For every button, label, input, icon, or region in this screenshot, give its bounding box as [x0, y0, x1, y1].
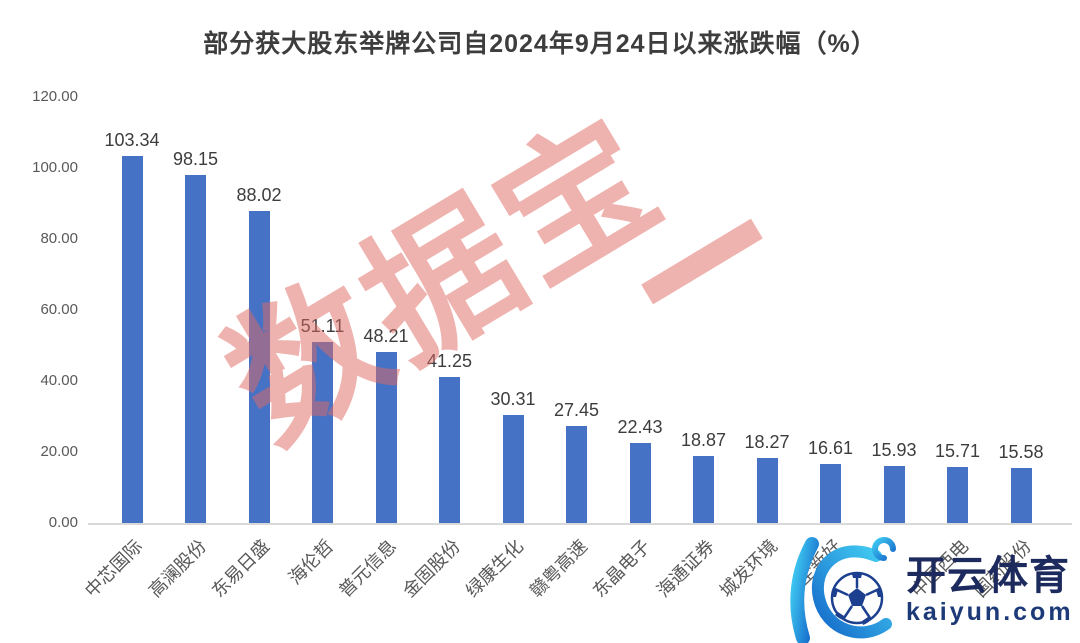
bar-value-label: 30.31 [490, 389, 536, 410]
kaiyun-k-icon [790, 537, 896, 643]
bar-value-label: 98.15 [172, 148, 219, 169]
y-axis-tick-label: 60.00 [40, 301, 78, 318]
bar [566, 425, 587, 523]
bar-value-label: 16.61 [807, 438, 854, 459]
bar [185, 174, 206, 523]
kaiyun-domain: kaiyun.com [906, 597, 1074, 626]
kaiyun-logo: 开云体育 kaiyun.com [772, 536, 1080, 643]
k-stem [790, 537, 819, 643]
y-axis-tick-label: 100.00 [32, 159, 78, 176]
bar-value-label: 18.87 [680, 430, 727, 450]
bar-value-label: 88.02 [236, 184, 282, 205]
chart-title: 部分获大股东举牌公司自2024年9月24日以来涨跌幅（%） [203, 30, 877, 58]
y-axis-tick-label: 20.00 [40, 443, 78, 460]
watermark-dash [641, 218, 763, 305]
bar [375, 351, 397, 523]
y-axis-tick-label: 40.00 [40, 372, 78, 389]
bar-value-label: 18.27 [744, 432, 790, 453]
bar [947, 467, 968, 523]
bar-value-label: 103.34 [104, 130, 160, 151]
kaiyun-logo-text: 开云体育 kaiyun.com [906, 554, 1074, 626]
y-axis-tick-label: 0.00 [48, 514, 78, 531]
bar [439, 376, 460, 523]
bar-value-label: 51.11 [300, 315, 345, 336]
y-axis-tick-label: 120.00 [32, 88, 78, 105]
k-swirl [811, 545, 892, 639]
bar-value-label: 15.58 [998, 441, 1044, 462]
k-curl [872, 537, 896, 561]
bar-value-label: 27.45 [553, 399, 600, 420]
bar [121, 156, 143, 523]
y-axis-tick-label: 80.00 [40, 230, 78, 247]
bar [312, 341, 333, 523]
bar [820, 464, 841, 523]
kaiyun-brand-name: 开云体育 [906, 553, 1070, 598]
x-axis-line [88, 523, 1072, 525]
bar-value-label: 48.21 [363, 325, 409, 346]
bar [629, 443, 651, 523]
bar-value-label: 15.71 [934, 441, 981, 462]
bar [883, 466, 905, 523]
football-icon [830, 571, 884, 625]
bar [502, 415, 524, 523]
bar [1010, 467, 1032, 523]
bar-value-label: 15.93 [871, 440, 917, 461]
bar-value-label: 22.43 [617, 417, 663, 438]
bar [248, 210, 270, 523]
bar [693, 456, 714, 523]
bar [756, 458, 778, 523]
bar-value-label: 41.25 [426, 350, 473, 371]
